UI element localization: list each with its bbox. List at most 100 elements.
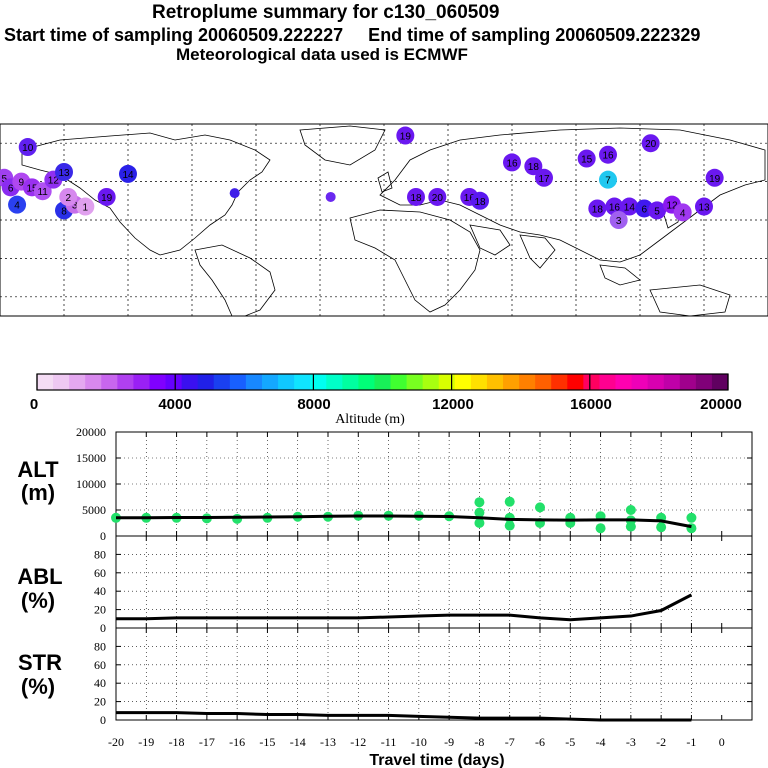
altitude-dots xyxy=(111,496,697,534)
map-point-label: 18 xyxy=(528,162,540,173)
x-tick-label: -6 xyxy=(535,735,545,749)
map-point-label: 12 xyxy=(666,201,678,212)
altitude-colorbar: 0 4000 8000 12000 16000 20000 Altitude (… xyxy=(30,373,742,427)
map-point-label: 5 xyxy=(654,206,660,217)
colorbar-swatches xyxy=(37,374,729,390)
alt-ylabel: ALT xyxy=(17,457,59,482)
map-point xyxy=(695,197,713,216)
x-tick-label: -15 xyxy=(259,735,275,749)
colorbar-swatch xyxy=(149,374,167,390)
colorbar-axis-label: Altitude (m) xyxy=(335,412,405,427)
map-gridlines xyxy=(0,124,768,316)
y-tick-label: 20 xyxy=(94,695,106,709)
y-tick-label: 60 xyxy=(94,566,106,580)
colorbar-tick-label: 20000 xyxy=(700,396,742,413)
colorbar-swatch xyxy=(679,374,697,390)
x-tick-label: -9 xyxy=(444,735,454,749)
map-point xyxy=(119,164,137,183)
colorbar-swatch xyxy=(133,374,150,390)
colorbar-swatch xyxy=(294,374,311,390)
map-point xyxy=(524,157,543,176)
colorbar-swatch xyxy=(454,374,472,390)
map-point xyxy=(428,187,447,206)
x-axis-label: Travel time (days) xyxy=(369,752,504,768)
colorbar-swatch xyxy=(101,374,118,390)
map-point xyxy=(97,187,116,206)
map-point-label: 6 xyxy=(641,204,647,215)
altitude-dot xyxy=(625,521,636,532)
map-point-label: 1 xyxy=(83,203,89,214)
colorbar-swatch xyxy=(342,374,359,390)
met-data-note: Meteorological data used is ECMWF xyxy=(176,45,468,64)
colorbar-swatch xyxy=(631,374,649,390)
x-tick-label: -2 xyxy=(656,735,666,749)
map-point xyxy=(59,187,78,206)
map-point-label: 2 xyxy=(65,193,71,204)
altitude-dot xyxy=(625,505,636,515)
map-point-label: 18 xyxy=(474,197,486,208)
str-line xyxy=(116,711,692,722)
map-point xyxy=(55,163,73,181)
colorbar-swatch xyxy=(503,374,520,390)
panel-gridlines xyxy=(116,432,752,720)
map-point-label: 15 xyxy=(26,183,38,194)
y-tick-label: 0 xyxy=(100,713,106,727)
map-point xyxy=(588,199,607,218)
x-tick-label: -8 xyxy=(474,735,484,749)
altitude-dot xyxy=(656,522,667,533)
x-tick-label: -18 xyxy=(169,735,185,749)
altitude-line xyxy=(116,514,692,529)
colorbar-swatch xyxy=(535,374,552,390)
y-tick-label: 20000 xyxy=(76,425,106,439)
map-point xyxy=(503,153,521,172)
colorbar-swatch xyxy=(117,374,134,390)
colorbar-swatch xyxy=(583,374,600,390)
x-tick-label: -5 xyxy=(565,735,575,749)
map-point-label: 19 xyxy=(400,132,412,143)
altitude-dot xyxy=(474,497,485,508)
colorbar-swatch xyxy=(181,374,199,390)
map-point xyxy=(535,168,553,187)
altitude-dot xyxy=(474,518,485,528)
map-point-label: 12 xyxy=(48,176,60,187)
map-point-label: 10 xyxy=(22,143,34,154)
colorbar-swatch xyxy=(695,374,713,390)
x-tick-label: -11 xyxy=(381,735,397,749)
altitude-dot xyxy=(474,507,485,518)
map-point-label: 16 xyxy=(464,193,476,204)
map-point-label: 19 xyxy=(101,193,113,204)
map-point-label: 6 xyxy=(8,183,14,194)
colorbar-swatch xyxy=(567,374,584,390)
x-tick-label: -4 xyxy=(596,735,606,749)
altitude-dot xyxy=(686,512,697,523)
colorbar-swatch xyxy=(599,374,617,390)
colorbar-swatch xyxy=(229,374,247,390)
y-tick-label: 80 xyxy=(94,639,106,653)
colorbar-swatch xyxy=(69,374,86,390)
map-point-label: 13 xyxy=(698,203,710,214)
y-tick-label: 20 xyxy=(94,603,106,617)
colorbar-swatch xyxy=(663,374,681,390)
colorbar-swatch xyxy=(278,374,295,390)
x-tick-label: -12 xyxy=(350,735,366,749)
colorbar-swatch xyxy=(486,374,504,390)
map-point xyxy=(18,138,37,157)
colorbar-swatch xyxy=(647,374,665,390)
map-point-label: 16 xyxy=(506,158,518,169)
y-tick-label: 15000 xyxy=(76,451,106,465)
colorbar-swatch xyxy=(326,374,343,390)
map-point-label: 16 xyxy=(609,203,621,214)
str-panel-frame xyxy=(115,627,753,721)
series-lines xyxy=(116,514,693,722)
str-ylabel: STR xyxy=(18,650,62,675)
colorbar-swatch xyxy=(711,374,729,390)
map-point xyxy=(33,182,52,201)
map-point xyxy=(620,197,639,216)
colorbar-ticks xyxy=(36,374,729,390)
map-point-label: 8 xyxy=(61,206,67,217)
map-point xyxy=(471,191,489,210)
colorbar-swatch xyxy=(197,374,215,390)
map-point xyxy=(648,201,667,220)
